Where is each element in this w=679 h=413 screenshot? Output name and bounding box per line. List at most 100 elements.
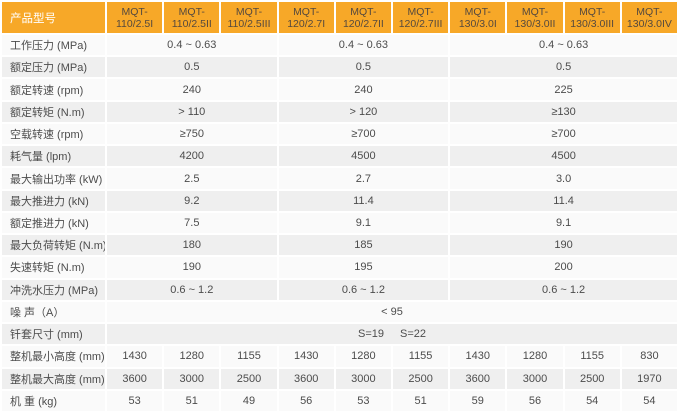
model-line-1: MQT- bbox=[293, 5, 320, 18]
value-cell: S=19 S=22 bbox=[107, 324, 677, 345]
corner-header: 产品型号 bbox=[2, 2, 105, 33]
value-cell: 11.4 bbox=[278, 190, 449, 211]
value-cell: 240 bbox=[107, 79, 277, 100]
value-part: S=19 bbox=[358, 328, 384, 341]
value-cell: 1280 bbox=[164, 346, 220, 367]
value-cell: 54 bbox=[621, 390, 677, 411]
value-cell: 2.5 bbox=[107, 168, 277, 189]
model-line-2: 120/2.7I bbox=[287, 17, 326, 30]
value-cell: 0.5 bbox=[450, 57, 677, 78]
value-cell: 3600 bbox=[278, 368, 334, 389]
row-label: 钎套尺寸 (mm) bbox=[2, 324, 105, 345]
value-cell: 51 bbox=[393, 390, 449, 411]
row-label: 耗气量 (lpm) bbox=[2, 146, 105, 167]
value-cell: 3000 bbox=[164, 368, 220, 389]
value-cell: 1155 bbox=[564, 346, 620, 367]
value-cell: 53 bbox=[107, 390, 163, 411]
value-cell: 54 bbox=[564, 390, 620, 411]
value-cell: 1970 bbox=[621, 368, 677, 389]
value-cell: 0.6 ~ 1.2 bbox=[450, 279, 677, 300]
value-cell: 9.1 bbox=[450, 212, 677, 234]
value-cell: 195 bbox=[278, 257, 449, 278]
model-line-2: 130/3.0I bbox=[458, 17, 497, 30]
value-cell: 0.5 bbox=[278, 57, 449, 78]
value-cell: 0.4 ~ 0.63 bbox=[278, 35, 449, 56]
column-header: MQT- 130/3.0II bbox=[507, 2, 563, 33]
value-cell: 1280 bbox=[335, 346, 391, 367]
value-cell: 200 bbox=[450, 257, 677, 278]
value-cell: 11.4 bbox=[450, 190, 677, 211]
row-label: 整机最小高度 (mm) bbox=[2, 346, 105, 367]
model-line-2: 130/3.0IV bbox=[626, 17, 672, 30]
column-header: MQT- 120/2.7III bbox=[393, 2, 449, 33]
value-cell: 3000 bbox=[507, 368, 563, 389]
value-cell: 1155 bbox=[393, 346, 449, 367]
model-line-1: MQT- bbox=[350, 5, 377, 18]
row-label: 最大负荷转矩 (N.m) bbox=[2, 235, 105, 256]
value-cell: 2500 bbox=[221, 368, 277, 389]
value-part: S=22 bbox=[400, 328, 426, 341]
value-cell: 1430 bbox=[107, 346, 163, 367]
row-label: 空载转速 (rpm) bbox=[2, 123, 105, 145]
value-cell: 9.2 bbox=[107, 190, 277, 211]
value-cell: 1155 bbox=[221, 346, 277, 367]
model-line-1: MQT- bbox=[464, 5, 491, 18]
value-cell: < 95 bbox=[107, 301, 677, 323]
model-line-2: 120/2.7III bbox=[398, 17, 443, 30]
column-header: MQT- 130/3.0I bbox=[450, 2, 506, 33]
row-label: 最大推进力 (kN) bbox=[2, 190, 105, 211]
value-cell: 830 bbox=[621, 346, 677, 367]
row-label: 噪 声（A） bbox=[2, 301, 105, 323]
column-header: MQT- 130/3.0IV bbox=[621, 2, 677, 33]
value-cell: > 120 bbox=[278, 101, 449, 122]
row-label: 额定转矩 (N.m) bbox=[2, 101, 105, 122]
value-cell: 7.5 bbox=[107, 212, 277, 234]
value-cell: 49 bbox=[221, 390, 277, 411]
value-cell: 1430 bbox=[278, 346, 334, 367]
value-cell: 1280 bbox=[507, 346, 563, 367]
value-cell: ≥130 bbox=[450, 101, 677, 122]
model-line-1: MQT- bbox=[178, 5, 205, 18]
value-cell: 0.6 ~ 1.2 bbox=[278, 279, 449, 300]
value-cell: 3600 bbox=[450, 368, 506, 389]
value-cell: 3.0 bbox=[450, 168, 677, 189]
row-label: 整机最大高度 (mm) bbox=[2, 368, 105, 389]
column-header: MQT- 110/2.5I bbox=[107, 2, 163, 33]
model-line-1: MQT- bbox=[407, 5, 434, 18]
model-line-2: 110/2.5I bbox=[116, 17, 154, 30]
row-label: 最大输出功率 (kW) bbox=[2, 168, 105, 189]
value-cell: 4200 bbox=[107, 146, 277, 167]
model-line-2: 120/2.7II bbox=[342, 17, 384, 30]
value-cell: 51 bbox=[164, 390, 220, 411]
row-label: 冲洗水压力 (MPa) bbox=[2, 279, 105, 300]
value-cell: 180 bbox=[107, 235, 277, 256]
model-line-1: MQT- bbox=[235, 5, 263, 18]
model-line-1: MQT- bbox=[121, 5, 148, 18]
column-header: MQT- 120/2.7II bbox=[335, 2, 391, 33]
value-cell: 185 bbox=[278, 235, 449, 256]
model-line-1: MQT- bbox=[579, 5, 606, 18]
row-label: 失速转矩 (N.m) bbox=[2, 257, 105, 278]
model-line-1: MQT- bbox=[636, 5, 663, 18]
value-cell: 2500 bbox=[564, 368, 620, 389]
column-header: MQT- 120/2.7I bbox=[278, 2, 334, 33]
value-cell: 9.1 bbox=[278, 212, 449, 234]
row-label: 额定转速 (rpm) bbox=[2, 79, 105, 100]
value-cell: 2.7 bbox=[278, 168, 449, 189]
value-cell: 4500 bbox=[450, 146, 677, 167]
value-cell: 0.4 ~ 0.63 bbox=[450, 35, 677, 56]
value-cell: ≥750 bbox=[107, 123, 277, 145]
column-header: MQT- 110/2.5II bbox=[164, 2, 220, 33]
value-cell: 0.5 bbox=[107, 57, 277, 78]
model-line-2: 110/2.5II bbox=[171, 17, 212, 30]
value-cell: 190 bbox=[450, 235, 677, 256]
value-cell: 59 bbox=[450, 390, 506, 411]
value-cell: 3600 bbox=[107, 368, 163, 389]
row-label: 额定推进力 (kN) bbox=[2, 212, 105, 234]
value-cell: ≥700 bbox=[278, 123, 449, 145]
value-cell: ≥700 bbox=[450, 123, 677, 145]
row-label: 额定压力 (MPa) bbox=[2, 57, 105, 78]
column-header: MQT- 130/3.0III bbox=[564, 2, 620, 33]
value-cell: 56 bbox=[278, 390, 334, 411]
